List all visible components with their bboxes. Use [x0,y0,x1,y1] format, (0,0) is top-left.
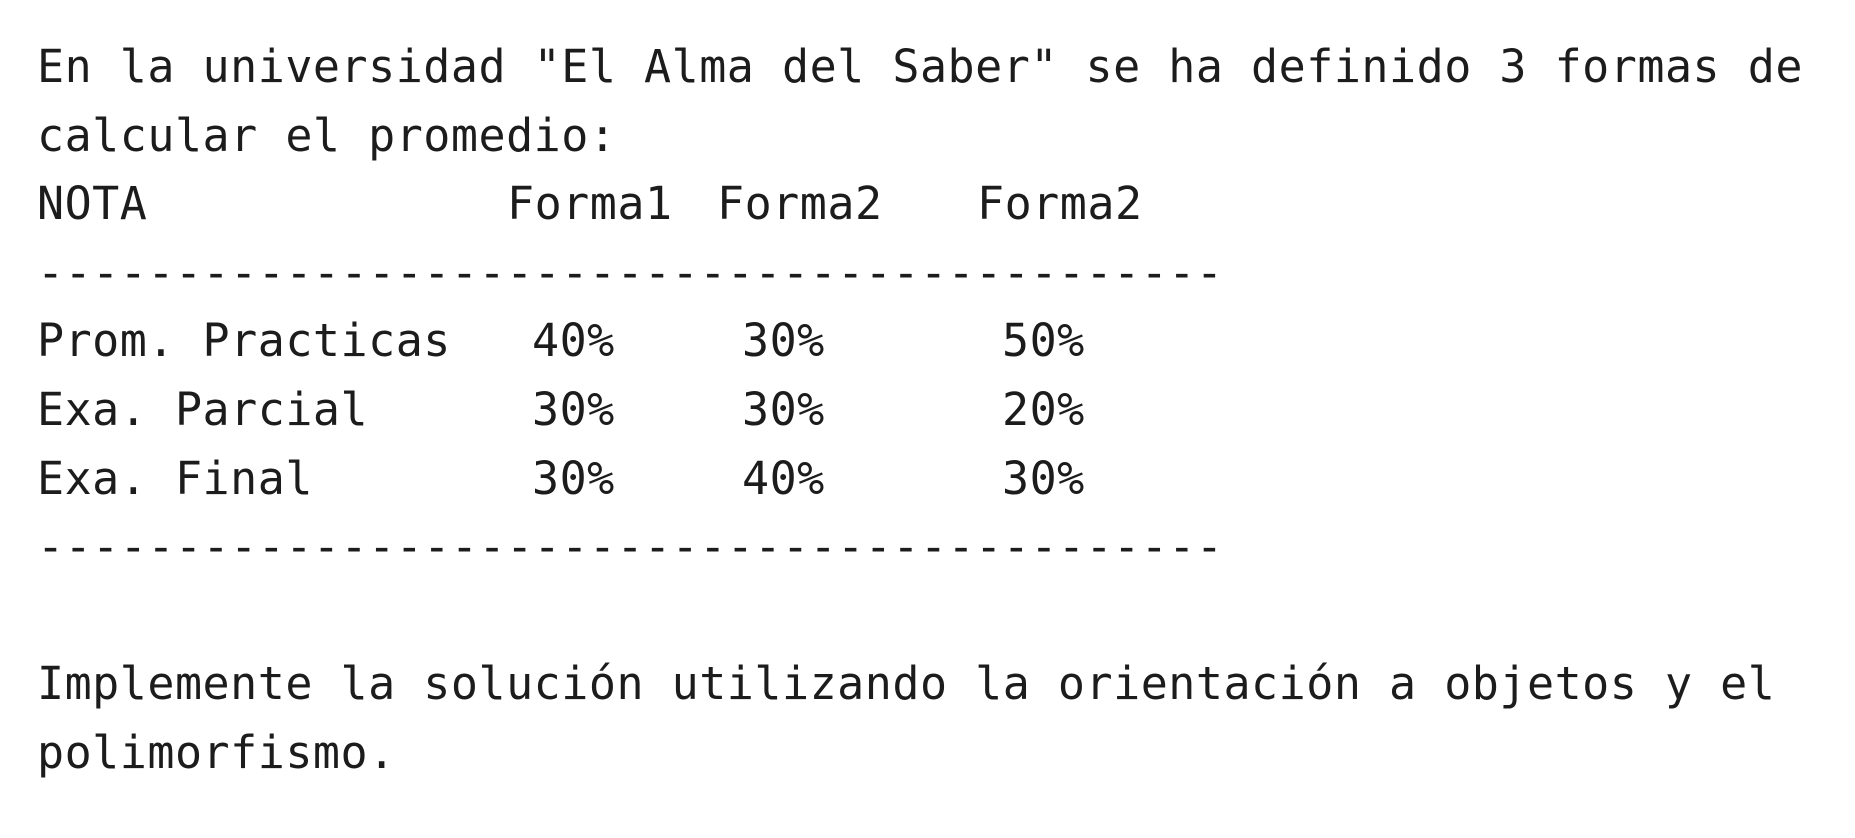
table-rule-bottom: ----------------------------------------… [37,520,1224,574]
cell-forma2: 30% [742,314,825,368]
cell-nota: Exa. Parcial [37,382,369,436]
header-nota: NOTA [37,177,148,231]
cell-forma3: 20% [1002,382,1085,436]
cell-forma1: 40% [532,314,615,368]
cell-forma1: 30% [532,451,615,505]
cell-forma2: 30% [742,382,825,436]
table-row: Exa. Parcial 30% 30% 20% [37,376,1803,445]
table-row: Prom. Practicas 40% 30% 50% [37,307,1803,376]
cell-nota: Prom. Practicas [37,314,451,368]
cell-forma2: 40% [742,451,825,505]
spacer [37,582,1803,651]
outro-line-1: Implemente la solución utilizando la ori… [37,657,1776,711]
cell-forma3: 50% [1002,314,1085,368]
intro-line-1: En la universidad "El Alma del Saber" se… [37,40,1803,93]
cell-forma3: 30% [1002,451,1085,505]
header-forma1: Forma1 [507,177,673,231]
table-rule-top: ----------------------------------------… [37,245,1224,299]
header-forma2: Forma2 [717,177,883,231]
header-forma3: Forma2 [977,177,1143,231]
table-header-row: NOTA Forma1 Forma2 Forma2 [37,170,1803,239]
intro-line-2: calcular el promedio: [37,108,617,162]
outro-line-2: polimorfismo. [37,725,396,779]
cell-forma1: 30% [532,382,615,436]
document-body: En la universidad "El Alma del Saber" se… [37,33,1803,788]
cell-nota: Exa. Final [37,451,313,505]
table-row: Exa. Final 30% 40% 30% [37,445,1803,514]
